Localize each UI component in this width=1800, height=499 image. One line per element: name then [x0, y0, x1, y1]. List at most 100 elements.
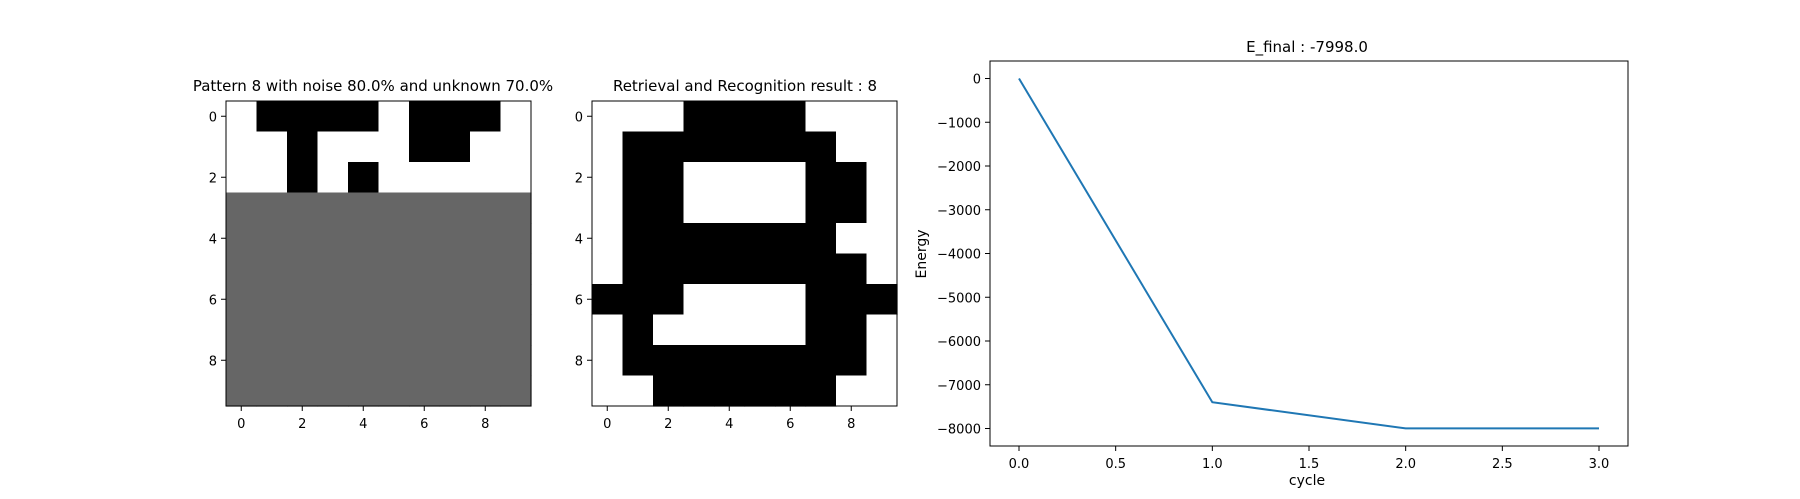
heatmap-cell [256, 131, 288, 163]
heatmap-cell [866, 345, 898, 377]
x-tick-label: 6 [786, 417, 794, 432]
heatmap-cell [683, 375, 715, 407]
x-tick-label: 1.5 [1299, 457, 1320, 472]
heatmap-cell [622, 314, 654, 346]
heatmap-cell [805, 162, 837, 194]
heatmap-cell [653, 345, 685, 377]
heatmap-cell [653, 101, 685, 133]
heatmap-cell [470, 345, 502, 377]
heatmap-cell [226, 375, 258, 407]
heatmap-cell [744, 223, 776, 255]
heatmap-cell [714, 375, 746, 407]
heatmap-cell [622, 101, 654, 133]
heatmap-cell [348, 375, 380, 407]
heatmap-cell [256, 375, 288, 407]
heatmap-cell [439, 345, 471, 377]
heatmap-cell [866, 253, 898, 285]
heatmap-cell [653, 162, 685, 194]
y-tick-label: −8000 [937, 423, 981, 438]
heatmap-cell [256, 314, 288, 346]
heatmap-cell [653, 192, 685, 224]
energy-ylabel: Energy [914, 229, 930, 278]
y-tick-label: −5000 [937, 291, 981, 306]
heatmap-cell [378, 375, 410, 407]
heatmap-cell [683, 345, 715, 377]
heatmap-cell [714, 253, 746, 285]
heatmap-cell [805, 284, 837, 316]
heatmap-cell [317, 192, 349, 224]
y-tick-label: −3000 [937, 204, 981, 219]
heatmap-cell [836, 253, 868, 285]
x-tick-label: 8 [481, 417, 489, 432]
heatmap-cell [409, 253, 441, 285]
heatmap-cell [805, 131, 837, 163]
heatmap-cell [622, 223, 654, 255]
heatmap-cell [866, 375, 898, 407]
heatmap-cell [409, 101, 441, 133]
heatmap-cell [439, 284, 471, 316]
heatmap-cell [805, 253, 837, 285]
heatmap-cell [317, 131, 349, 163]
heatmap-cell [439, 314, 471, 346]
heatmap-cell [439, 162, 471, 194]
heatmap-cell [622, 253, 654, 285]
heatmap-cell [348, 131, 380, 163]
heatmap-cell [744, 131, 776, 163]
y-tick-label: 8 [209, 354, 217, 369]
heatmap-cell [805, 375, 837, 407]
heatmap-cell [744, 162, 776, 194]
heatmap-cell [348, 345, 380, 377]
heatmap-cell [775, 162, 807, 194]
heatmap-cell [226, 314, 258, 346]
heatmap-cell [226, 223, 258, 255]
heatmap-cell [775, 375, 807, 407]
x-tick-label: 8 [847, 417, 855, 432]
heatmap-cell [805, 223, 837, 255]
heatmap-cell [226, 253, 258, 285]
heatmap-cell [622, 162, 654, 194]
heatmap-cell [378, 223, 410, 255]
x-tick-label: 0 [237, 417, 245, 432]
heatmap-cell [836, 223, 868, 255]
heatmap-cell [592, 253, 624, 285]
heatmap-cell [744, 253, 776, 285]
y-tick-label: 2 [209, 171, 217, 186]
y-tick-label: 2 [575, 171, 583, 186]
heatmap-cell [592, 345, 624, 377]
x-tick-label: 0.0 [1009, 457, 1030, 472]
retrieval-title: Retrieval and Recognition result : 8 [613, 77, 877, 95]
energy-xlabel: cycle [1289, 473, 1325, 489]
heatmap-cell [470, 101, 502, 133]
heatmap-cell [500, 223, 532, 255]
heatmap-cell [592, 375, 624, 407]
energy-panel: E_final : -7998.0 0.0 0.5 1.0 1.5 2.0 2.5 3.00… [914, 38, 1629, 489]
heatmap-cell [439, 375, 471, 407]
heatmap-cell [836, 375, 868, 407]
heatmap-cell [470, 131, 502, 163]
heatmap-cell [744, 284, 776, 316]
heatmap-cell [775, 345, 807, 377]
heatmap-cell [439, 253, 471, 285]
y-tick-label: −4000 [937, 248, 981, 263]
heatmap-cell [683, 223, 715, 255]
heatmap-cell [287, 284, 319, 316]
heatmap-cell [378, 284, 410, 316]
heatmap-cell [500, 162, 532, 194]
y-tick-label: 0 [973, 73, 981, 88]
heatmap-cell [256, 253, 288, 285]
heatmap-cell [287, 223, 319, 255]
heatmap-cell [683, 131, 715, 163]
x-tick-label: 0 [603, 417, 611, 432]
heatmap-cell [866, 101, 898, 133]
heatmap-cell [714, 284, 746, 316]
heatmap-cell [378, 131, 410, 163]
heatmap-cell [836, 192, 868, 224]
heatmap-cell [500, 345, 532, 377]
heatmap-cell [744, 192, 776, 224]
heatmap-cell [256, 223, 288, 255]
heatmap-cell [378, 253, 410, 285]
heatmap-cell [592, 162, 624, 194]
energy-title: E_final : -7998.0 [1246, 38, 1368, 57]
heatmap-cell [287, 375, 319, 407]
